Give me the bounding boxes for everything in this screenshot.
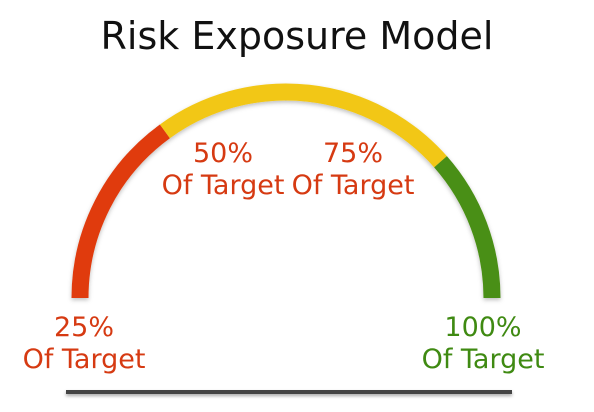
baseline-divider bbox=[66, 390, 512, 394]
label-75-text: Of Target bbox=[291, 170, 415, 201]
gauge-segment-red bbox=[71, 124, 170, 299]
label-25-percent: 25% Of Target bbox=[14, 312, 154, 376]
gauge-segment-green bbox=[434, 156, 501, 299]
label-25-text: Of Target bbox=[22, 344, 146, 375]
label-100-text: Of Target bbox=[421, 344, 545, 375]
label-100-value: 100% bbox=[444, 312, 522, 343]
label-50-percent: 50% Of Target bbox=[158, 138, 288, 202]
label-75-percent: 75% Of Target bbox=[288, 138, 418, 202]
label-100-percent: 100% Of Target bbox=[412, 312, 554, 376]
label-25-value: 25% bbox=[53, 312, 114, 343]
label-75-value: 75% bbox=[322, 138, 383, 169]
page-title: Risk Exposure Model bbox=[100, 14, 494, 58]
gauge-segment-yellow bbox=[159, 83, 447, 168]
label-50-value: 50% bbox=[192, 138, 253, 169]
label-50-text: Of Target bbox=[161, 170, 285, 201]
